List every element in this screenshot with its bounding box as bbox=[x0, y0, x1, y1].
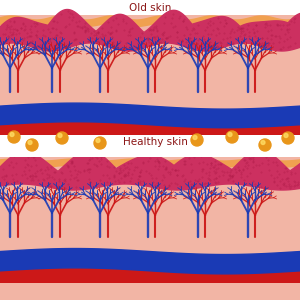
Circle shape bbox=[26, 139, 38, 151]
Text: Old skin: Old skin bbox=[129, 3, 171, 13]
Circle shape bbox=[94, 137, 106, 149]
Text: Healthy skin: Healthy skin bbox=[123, 137, 188, 147]
Circle shape bbox=[226, 131, 238, 143]
Bar bbox=[0, 15, 300, 148]
Circle shape bbox=[8, 131, 20, 143]
Circle shape bbox=[28, 140, 32, 145]
Circle shape bbox=[191, 134, 203, 146]
Circle shape bbox=[56, 132, 68, 144]
Circle shape bbox=[284, 134, 288, 137]
Circle shape bbox=[261, 140, 265, 145]
Circle shape bbox=[282, 132, 294, 144]
Circle shape bbox=[58, 134, 62, 137]
Bar bbox=[0, 145, 300, 157]
Bar bbox=[0, 292, 300, 300]
Bar bbox=[0, 137, 300, 148]
Bar bbox=[0, 135, 300, 157]
Bar bbox=[0, 283, 300, 295]
Circle shape bbox=[259, 139, 271, 151]
Circle shape bbox=[193, 136, 197, 140]
Bar bbox=[0, 157, 300, 295]
Circle shape bbox=[96, 139, 100, 142]
Circle shape bbox=[228, 133, 232, 136]
Circle shape bbox=[10, 133, 14, 136]
